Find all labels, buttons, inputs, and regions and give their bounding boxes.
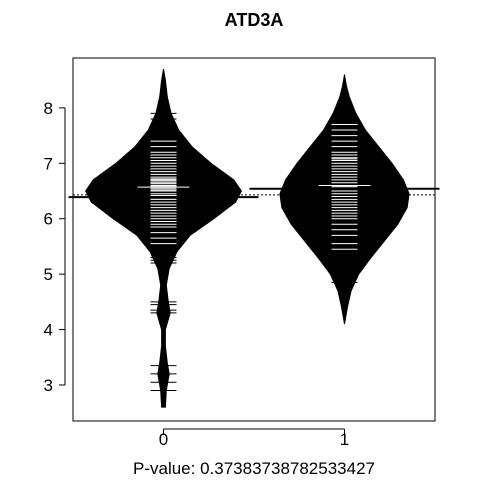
plot-area bbox=[68, 69, 440, 408]
x-tick-label: 0 bbox=[159, 430, 168, 449]
bean-0 bbox=[68, 69, 259, 408]
y-axis: 3 4 5 6 7 8 bbox=[44, 99, 66, 395]
y-tick-label: 3 bbox=[44, 376, 53, 395]
y-tick-label: 4 bbox=[44, 321, 53, 340]
y-tick-label: 5 bbox=[44, 265, 53, 284]
plot-frame bbox=[72, 57, 436, 422]
y-tick-label: 6 bbox=[44, 210, 53, 229]
y-tick-label: 8 bbox=[44, 99, 53, 118]
x-tick-label: 1 bbox=[340, 430, 349, 449]
y-tick-label: 7 bbox=[44, 154, 53, 173]
chart-title: ATD3A bbox=[225, 10, 284, 30]
bean-1 bbox=[249, 74, 440, 325]
x-axis-label: P-value: 0.37383738782533427 bbox=[133, 459, 375, 478]
